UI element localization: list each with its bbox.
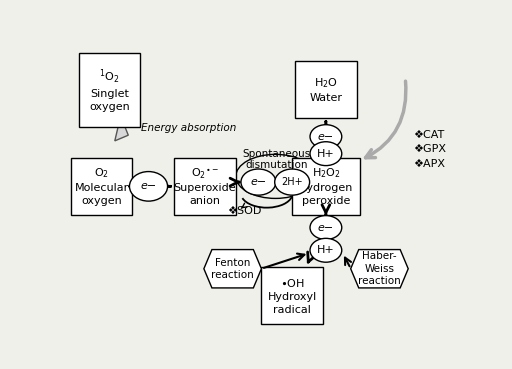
Text: H+: H+ (317, 149, 335, 159)
FancyArrowPatch shape (366, 81, 406, 158)
Text: e−: e− (140, 181, 157, 192)
Polygon shape (112, 56, 129, 141)
Ellipse shape (310, 125, 342, 149)
Text: H+: H+ (317, 245, 335, 255)
Bar (79, 53, 140, 127)
Text: e−: e− (318, 223, 334, 232)
Bar (295, 61, 357, 118)
Text: $^1$O$_2$
Singlet
oxygen: $^1$O$_2$ Singlet oxygen (89, 68, 130, 112)
Ellipse shape (130, 172, 167, 201)
Text: Energy absorption: Energy absorption (141, 123, 237, 133)
Bar (174, 158, 236, 215)
Text: ❖SOD: ❖SOD (227, 206, 262, 215)
Text: Haber-
Weiss
reaction: Haber- Weiss reaction (358, 251, 401, 286)
Polygon shape (204, 249, 262, 288)
Text: Fenton
reaction: Fenton reaction (211, 258, 254, 280)
Text: e−: e− (318, 132, 334, 142)
Text: e−: e− (250, 177, 267, 187)
Text: $\bullet$OH
Hydroxyl
radical: $\bullet$OH Hydroxyl radical (268, 277, 317, 314)
Polygon shape (351, 249, 408, 288)
Ellipse shape (310, 142, 342, 166)
Text: H$_2$O
Water: H$_2$O Water (309, 76, 343, 103)
Text: O$_2$$^{\bullet-}$
Superoxide
anion: O$_2$$^{\bullet-}$ Superoxide anion (174, 166, 236, 206)
Text: Spontaneous
dismutation: Spontaneous dismutation (242, 149, 310, 170)
Text: 2H+: 2H+ (282, 177, 303, 187)
Text: H$_2$O$_2$
Hydrogen
peroxide: H$_2$O$_2$ Hydrogen peroxide (298, 167, 353, 206)
Text: ❖CAT
❖GPX
❖APX: ❖CAT ❖GPX ❖APX (413, 130, 446, 169)
Ellipse shape (241, 169, 276, 195)
Bar (71, 158, 133, 215)
Ellipse shape (310, 215, 342, 239)
Ellipse shape (275, 169, 310, 195)
Bar (292, 158, 359, 215)
Bar (262, 267, 323, 324)
Text: O$_2$
Molecular
oxygen: O$_2$ Molecular oxygen (75, 167, 129, 206)
Ellipse shape (310, 238, 342, 262)
